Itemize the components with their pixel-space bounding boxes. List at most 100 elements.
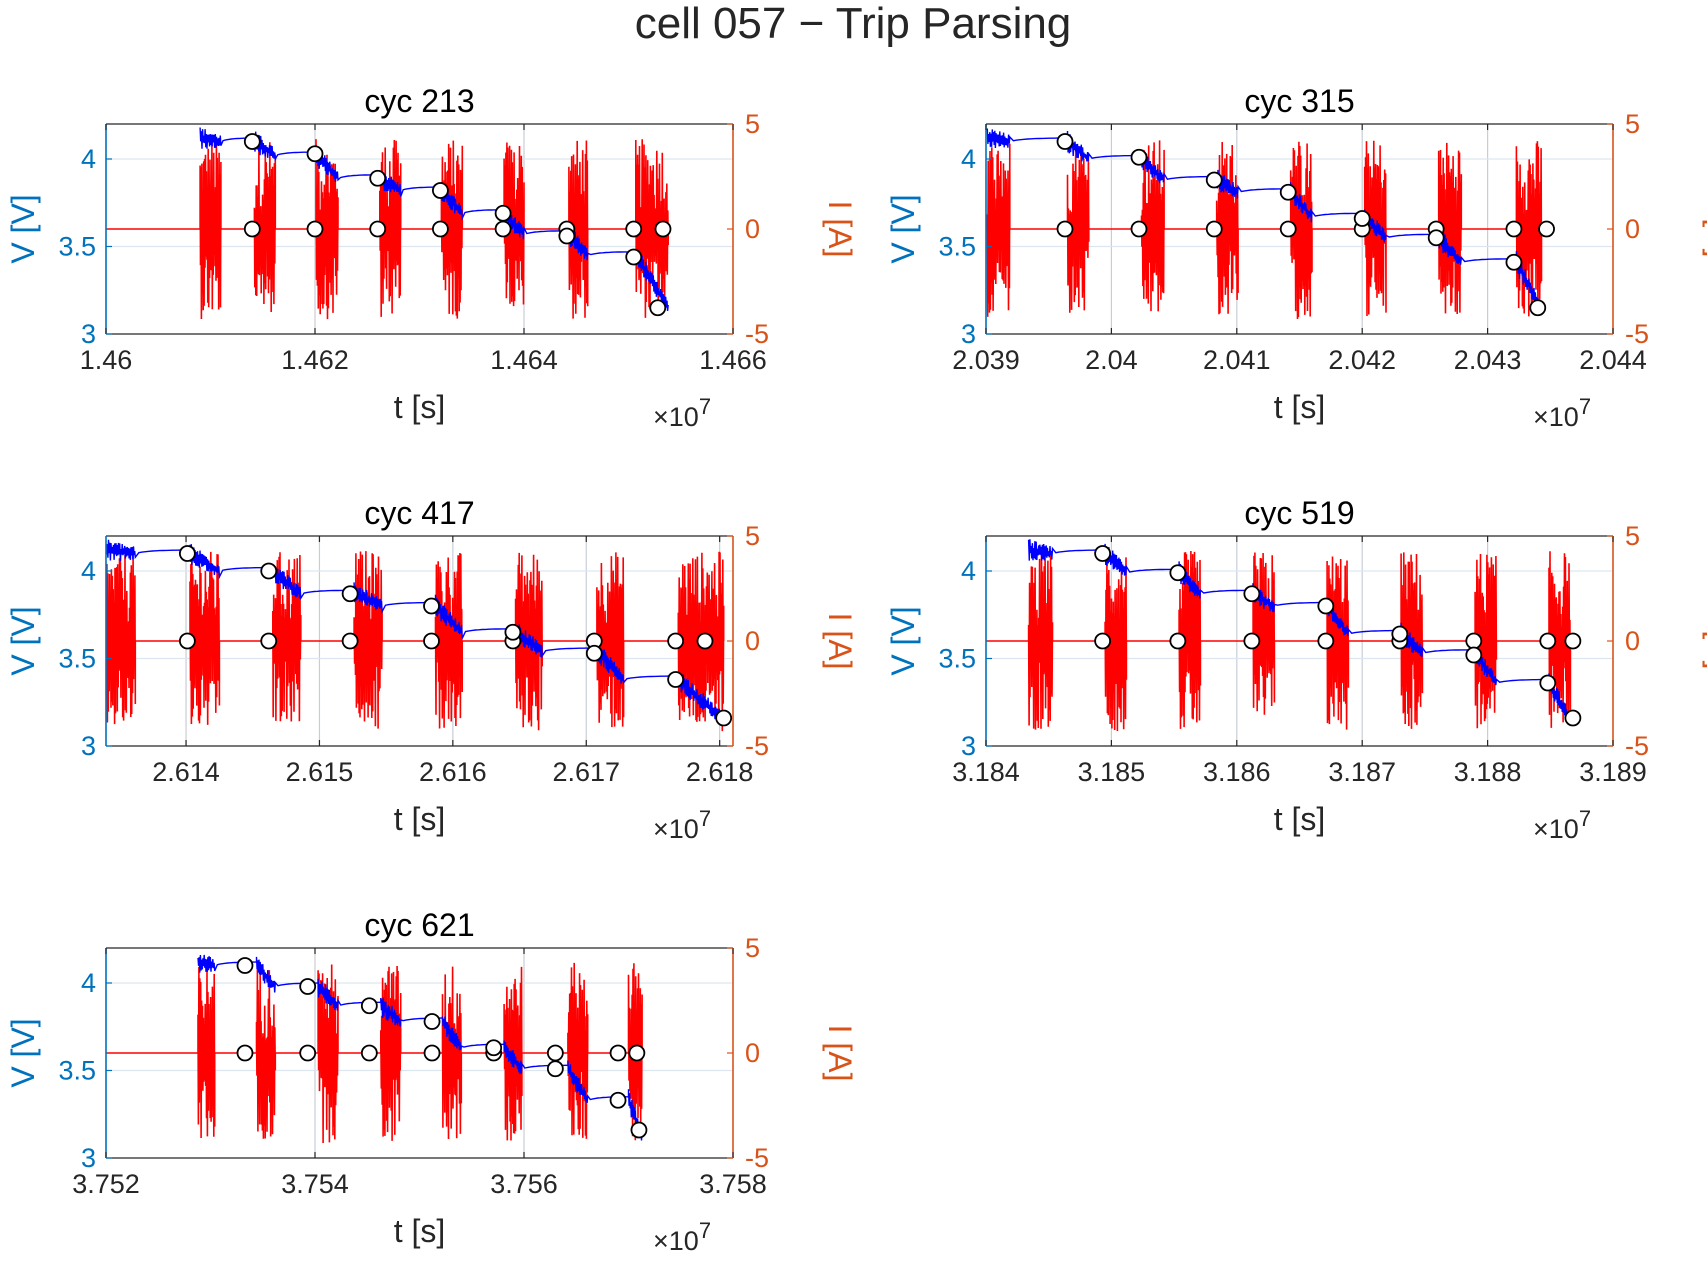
y-right-tick-label-2: 5	[1625, 109, 1640, 139]
x-tick-label-2: 3.186	[1203, 757, 1271, 787]
x-tick-label-5: 2.044	[1579, 345, 1647, 375]
current-zero-marker-7	[625, 220, 643, 238]
voltage-rest-marker-5	[1391, 625, 1409, 643]
y-right-axis-label: I [A]	[1702, 613, 1707, 670]
y-right-axis-label: I [A]	[822, 613, 858, 670]
y-left-tick-label-1: 3.5	[938, 644, 976, 674]
x-exponent-power: 7	[699, 806, 711, 831]
y-right-axis-label: I [A]	[822, 1025, 858, 1082]
voltage-rest-marker-4	[423, 1013, 441, 1030]
x-tick-label-3: 2.042	[1328, 345, 1396, 375]
voltage-rest-marker-3	[1243, 585, 1261, 603]
current-zero-marker-5	[494, 220, 512, 238]
current-zero-marker-1	[1094, 632, 1112, 650]
x-axis-label: t [s]	[394, 389, 446, 425]
voltage-rest-marker-6	[1427, 229, 1445, 247]
x-exponent-power: 7	[1579, 806, 1591, 831]
y-left-tick-label-0: 3	[961, 319, 976, 349]
current-zero-marker-3	[341, 632, 359, 650]
subplot-4: 3.184 3.185 3.186 3.187 3.188 3.189 3 3.5 4 -5 0 5 c…	[885, 495, 1707, 844]
x-tick-label-0: 3.752	[72, 1169, 140, 1199]
y-left-tick-label-2: 4	[961, 144, 976, 174]
x-exponent-base: ×10	[653, 402, 699, 432]
x-exponent-power: 7	[699, 394, 711, 419]
x-exponent-power: 7	[1579, 394, 1591, 419]
voltage-rest-marker-4	[423, 597, 440, 615]
voltage-rest-marker-2	[1130, 148, 1148, 166]
y-left-tick-label-0: 3	[81, 319, 96, 349]
subplot-2: 2.039 2.04 2.041 2.042 2.043 2.044 3 3.5 4 -5 0 5 cy…	[885, 83, 1707, 432]
voltage-rest-marker-7	[625, 248, 643, 266]
current-series-line	[986, 550, 1572, 732]
y-right-tick-label-0: -5	[745, 1143, 769, 1173]
y-right-tick-label-1: 0	[1625, 626, 1640, 656]
current-series-line	[106, 139, 670, 320]
voltage-rest-marker-3	[369, 169, 387, 187]
y-right-axis-label: I [A]	[822, 201, 858, 258]
current-zero-marker-8	[696, 632, 714, 650]
current-zero-marker-2	[260, 632, 278, 650]
current-zero-marker-7	[1539, 632, 1557, 650]
x-tick-label-1: 2.615	[286, 757, 354, 787]
x-axis-label: t [s]	[1274, 389, 1326, 425]
x-exponent-power: 7	[699, 1218, 711, 1243]
plot-area	[106, 954, 643, 1144]
current-zero-marker-3	[1243, 632, 1261, 650]
y-left-tick-label-1: 3.5	[58, 644, 96, 674]
voltage-rest-marker-8	[1564, 709, 1582, 727]
voltage-rest-marker-8	[649, 299, 667, 317]
voltage-rest-marker-6	[1465, 646, 1483, 664]
x-exponent-base: ×10	[653, 814, 699, 844]
current-zero-marker-1	[178, 632, 196, 650]
current-zero-marker-2	[1169, 632, 1187, 650]
voltage-rest-marker-1	[236, 957, 254, 974]
y-right-tick-label-1: 0	[745, 1038, 760, 1068]
current-zero-marker-7	[667, 632, 685, 650]
voltage-rest-marker-2	[306, 145, 324, 163]
current-zero-marker-6	[1465, 632, 1483, 650]
x-exponent-base: ×10	[653, 1226, 699, 1256]
y-left-tick-label-1: 3.5	[938, 232, 976, 262]
voltage-rest-marker-8	[715, 709, 733, 727]
y-right-tick-label-0: -5	[1625, 319, 1649, 349]
voltage-rest-marker-5	[1353, 210, 1371, 227]
current-series-line	[106, 551, 725, 732]
x-tick-label-1: 2.04	[1085, 345, 1138, 375]
current-zero-marker-4	[431, 220, 449, 238]
current-zero-marker-3	[369, 220, 387, 238]
voltage-rest-marker-2	[1169, 564, 1187, 582]
x-tick-label-3: 2.617	[552, 757, 620, 787]
voltage-rest-marker-4	[1317, 597, 1335, 615]
voltage-rest-marker-3	[341, 585, 359, 603]
voltage-rest-marker-5	[504, 623, 522, 641]
current-zero-marker-3	[360, 1044, 378, 1062]
x-tick-label-4: 2.618	[686, 757, 754, 787]
current-zero-marker-8	[1538, 220, 1555, 238]
voltage-rest-marker-2	[260, 562, 278, 580]
y-right-tick-label-0: -5	[745, 319, 769, 349]
x-tick-label-0: 2.614	[152, 757, 220, 787]
voltage-series-line	[197, 954, 643, 1141]
voltage-rest-marker-6	[546, 1060, 564, 1078]
voltage-series-line	[986, 128, 1543, 313]
current-zero-marker-4	[423, 632, 440, 650]
voltage-rest-marker-1	[1094, 545, 1112, 562]
y-left-tick-label-2: 4	[81, 144, 96, 174]
current-zero-marker-7	[609, 1044, 627, 1062]
current-zero-marker-1	[243, 220, 261, 238]
x-tick-label-1: 3.754	[281, 1169, 349, 1199]
subplot-title: cyc 519	[1244, 495, 1354, 531]
current-zero-marker-3	[1205, 220, 1223, 238]
x-tick-label-2: 2.041	[1203, 345, 1271, 375]
y-right-tick-label-0: -5	[745, 731, 769, 761]
subplot-grid: 1.46 1.462 1.464 1.466 3 3.5 4 -5 0 5 cyc 213 t [s]…	[5, 83, 1707, 1256]
voltage-rest-marker-6	[585, 644, 603, 662]
current-zero-marker-1	[1056, 220, 1074, 238]
x-exponent-label: ×107	[653, 394, 711, 432]
current-zero-marker-4	[1317, 632, 1335, 650]
subplot-title: cyc 621	[364, 907, 474, 943]
current-zero-marker-7	[1505, 220, 1523, 238]
current-zero-marker-8	[628, 1044, 646, 1062]
plot-area	[986, 128, 1543, 320]
y-left-axis-label: V [V]	[5, 1018, 41, 1087]
